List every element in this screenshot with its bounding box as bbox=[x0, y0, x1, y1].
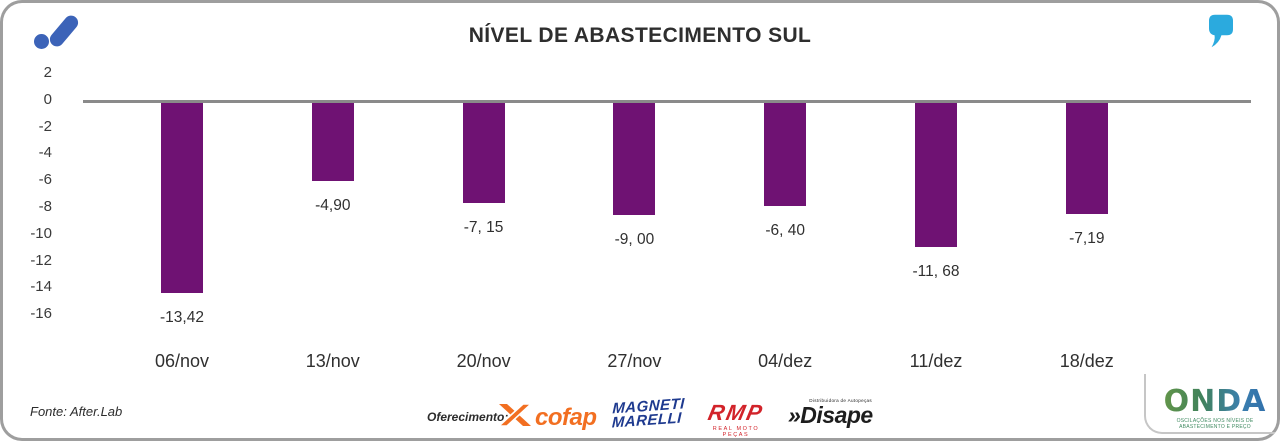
y-tick--2: -2 bbox=[38, 117, 52, 135]
bar-value-label-20/nov: -7, 15 bbox=[463, 219, 504, 236]
x-axis-label-11/dez: 11/dez bbox=[909, 351, 963, 371]
source-credit: Fonte: After.Lab bbox=[30, 404, 123, 419]
bar-11/dez bbox=[915, 103, 957, 247]
x-axis-label-13/nov: 13/nov bbox=[305, 351, 360, 371]
x-axis-label-18/dez: 18/dez bbox=[1059, 351, 1114, 371]
disape-wordmark: »Disape bbox=[788, 402, 873, 428]
afterlab-logo-icon bbox=[0, 0, 90, 60]
bar-20/nov bbox=[462, 103, 505, 203]
onda-logo: ONDA OSCILAÇÕES NOS NÍVEIS DE ABASTECIME… bbox=[1156, 386, 1274, 430]
chart-title: NÍVEL DE ABASTECIMENTO SUL bbox=[468, 24, 812, 47]
y-tick-2: 2 bbox=[43, 64, 52, 81]
y-tick--6: -6 bbox=[38, 171, 52, 189]
bar-value-label-27/nov: -9, 00 bbox=[614, 231, 655, 248]
x-axis-label-20/nov: 20/nov bbox=[456, 351, 511, 371]
disape-logo: Distribuidora de Autopeças »Disape bbox=[788, 398, 873, 428]
corner-accent-outline bbox=[1144, 374, 1280, 434]
bar-13/nov bbox=[311, 103, 354, 181]
y-tick--12: -12 bbox=[30, 251, 52, 269]
zero-axis-line bbox=[83, 100, 1251, 103]
magneti-marelli-logo: MAGNETI MARELLI bbox=[612, 395, 686, 431]
disape-subtitle: Distribuidora de Autopeças bbox=[809, 398, 872, 403]
rmp-logo: RMP REAL MOTO PEÇAS bbox=[700, 400, 772, 438]
bar-value-label-13/nov: -4,90 bbox=[315, 197, 351, 214]
rmp-wordmark: RMP bbox=[705, 400, 767, 425]
cofap-wordmark: cofap bbox=[535, 403, 597, 431]
bar-27/nov bbox=[613, 103, 656, 215]
y-tick--16: -16 bbox=[30, 305, 52, 323]
cofap-logo: cofap bbox=[496, 403, 597, 432]
afterlab-logo-dot bbox=[34, 34, 49, 49]
onda-wordmark: ONDA bbox=[1156, 386, 1274, 417]
y-tick-0: 0 bbox=[43, 90, 52, 108]
cofap-x-icon bbox=[496, 403, 534, 432]
bar-value-label-06/nov: -13,42 bbox=[160, 309, 204, 326]
bar-18/dez bbox=[1065, 103, 1108, 214]
quote-comma-icon bbox=[1209, 14, 1233, 53]
x-axis-label-06/nov: 06/nov bbox=[154, 351, 210, 371]
bar-06/nov bbox=[161, 103, 203, 293]
sponsor-label: Oferecimento: bbox=[427, 410, 509, 424]
y-tick--14: -14 bbox=[30, 278, 52, 296]
bar-value-label-11/dez: -11, 68 bbox=[912, 263, 960, 280]
onda-tagline: OSCILAÇÕES NOS NÍVEIS DE ABASTECIMENTO E… bbox=[1176, 418, 1254, 430]
y-tick--10: -10 bbox=[30, 224, 52, 242]
bar-value-label-04/dez: -6, 40 bbox=[765, 222, 805, 239]
rmp-subtitle: REAL MOTO PEÇAS bbox=[712, 426, 760, 438]
x-axis-label-04/dez: 04/dez bbox=[758, 351, 813, 371]
y-tick--4: -4 bbox=[38, 144, 52, 162]
y-tick--8: -8 bbox=[38, 198, 52, 215]
x-axis-label-27/nov: 27/nov bbox=[607, 351, 662, 371]
bar-value-label-18/dez: -7,19 bbox=[1069, 230, 1105, 247]
bar-04/dez bbox=[764, 103, 807, 206]
